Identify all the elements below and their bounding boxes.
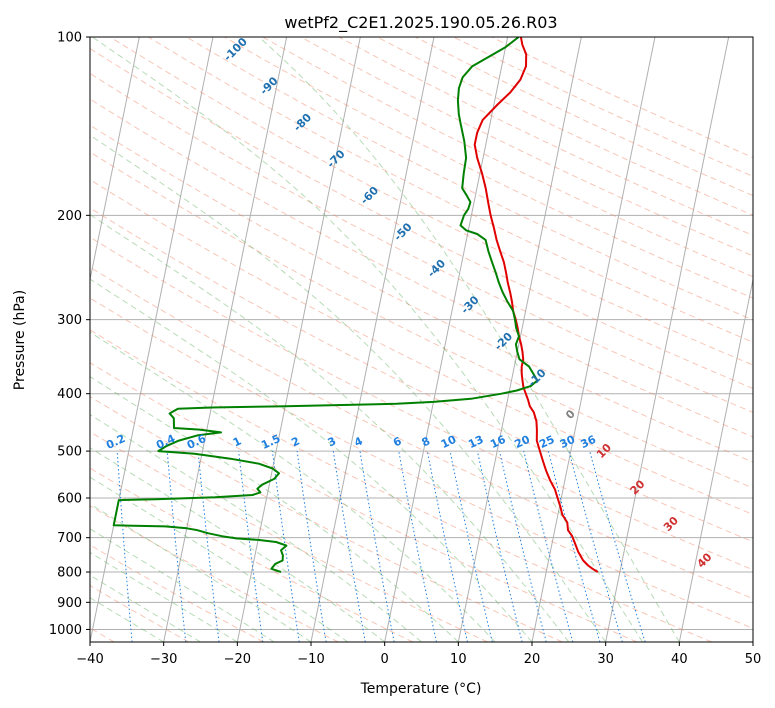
isotherm-line <box>531 37 656 642</box>
isotherm-line <box>605 37 730 642</box>
x-tick-label: 20 <box>524 652 541 667</box>
mixing-ratio-label: 36 <box>579 433 599 451</box>
dry-adiabat <box>186 37 753 321</box>
moist-adiabat <box>90 134 607 642</box>
x-tick-label: −30 <box>150 652 177 667</box>
dry-adiabat <box>90 505 339 642</box>
moist-adiabat <box>90 214 570 642</box>
x-tick-label: 40 <box>671 652 688 667</box>
moist-adiabat <box>90 331 496 642</box>
mixing-ratio-line <box>197 451 220 642</box>
dry-adiabat <box>90 124 753 463</box>
mixing-ratio-line <box>70 451 82 642</box>
isotherm-line <box>90 37 214 642</box>
isotherm-line <box>236 37 361 642</box>
moist-adiabat <box>90 376 459 642</box>
data-lines <box>112 37 599 573</box>
isotherm-line <box>90 37 140 283</box>
dry-adiabat <box>90 585 190 642</box>
mixing-ratio-line <box>589 450 646 642</box>
dewpoint-profile-line <box>112 37 539 573</box>
y-axis: 100 200 300 400 500 600 700 800 900 1000 <box>49 31 90 638</box>
moist-adiabat <box>90 551 238 642</box>
mixing-ratio-line <box>547 450 601 642</box>
mixing-ratio-line <box>271 451 300 642</box>
mixing-ratio-line <box>426 451 468 642</box>
dry-adiabat <box>90 207 753 543</box>
x-tick-label: −40 <box>76 652 103 667</box>
isotherm-line <box>163 37 288 642</box>
mixing-ratio-label: 13 <box>466 433 485 451</box>
dry-adiabat <box>90 236 753 571</box>
y-tick-label: 200 <box>57 209 82 224</box>
x-axis: −40 −30 −20 −10 0 10 20 30 40 50 <box>76 642 761 667</box>
dry-adiabat <box>109 37 753 366</box>
dry-adiabat <box>224 37 753 299</box>
y-tick-label: 300 <box>57 313 82 328</box>
y-tick-label: 1000 <box>49 623 82 638</box>
dry-adiabat <box>90 329 712 642</box>
plot-frame <box>89 36 754 643</box>
x-tick-label: 50 <box>745 652 762 667</box>
y-tick-label: 500 <box>57 445 82 460</box>
x-tick-label: 0 <box>381 652 389 667</box>
x-tick-label: −20 <box>224 652 251 667</box>
mixing-ratio-line <box>476 450 523 642</box>
moist-adiabat <box>90 476 349 642</box>
x-tick-label: 30 <box>597 652 614 667</box>
dry-adiabat <box>90 151 753 489</box>
mixing-ratio-line <box>296 451 327 642</box>
moist-adiabat <box>90 597 164 642</box>
reference-lines <box>70 37 753 642</box>
dry-adiabat <box>90 467 414 642</box>
x-tick-label: 10 <box>450 652 467 667</box>
isotherm-line <box>310 37 435 642</box>
isotherm-line <box>752 639 753 642</box>
y-axis-title: Pressure (hPa) <box>12 290 28 390</box>
chart-title: wetPf2_C2E1.2025.190.05.26.R03 <box>284 13 557 33</box>
y-tick-label: 100 <box>57 31 82 46</box>
dry-adiabat <box>90 47 753 390</box>
y-tick-label: 600 <box>57 492 82 507</box>
mixing-ratio-line <box>398 451 437 642</box>
mixing-ratio-label: 20 <box>513 433 533 451</box>
mixing-ratio-label: 10 <box>439 433 459 451</box>
y-tick-label: 800 <box>57 566 82 581</box>
mixing-ratio-line <box>166 451 187 642</box>
moist-adiabat <box>90 447 385 642</box>
plot-background <box>90 37 753 642</box>
x-tick-label: −10 <box>297 652 324 667</box>
mixing-ratio-line <box>499 450 547 642</box>
mixing-ratio-label: 30 <box>558 433 578 451</box>
moist-adiabat <box>258 37 680 642</box>
mixing-ratio-line <box>449 451 493 642</box>
mixing-ratio-label: 25 <box>537 433 556 451</box>
moist-adiabat <box>90 574 201 642</box>
grid-layer <box>0 37 753 642</box>
mixing-ratio-line <box>568 450 623 642</box>
isotherm-line <box>0 37 66 642</box>
dry-adiabat <box>90 431 488 642</box>
moist-adiabat <box>90 278 533 642</box>
dry-adiabat <box>90 362 638 642</box>
mixing-ratio-line <box>523 450 574 642</box>
moist-adiabat <box>92 37 643 642</box>
y-tick-label: 900 <box>57 596 82 611</box>
y-tick-label: 400 <box>57 387 82 402</box>
isotherm-line <box>384 37 509 642</box>
dry-adiabat <box>90 266 753 600</box>
mixing-ratio-line <box>116 451 133 642</box>
dry-adiabat <box>90 396 563 642</box>
mixing-ratio-line <box>238 451 264 642</box>
y-tick-label: 700 <box>57 531 82 546</box>
mixing-ratio-label: 16 <box>488 433 508 451</box>
temperature-profile-line <box>473 37 599 573</box>
dry-adiabat <box>90 297 753 629</box>
isotherm-line <box>678 277 753 642</box>
x-axis-title: Temperature (°C) <box>360 681 482 697</box>
